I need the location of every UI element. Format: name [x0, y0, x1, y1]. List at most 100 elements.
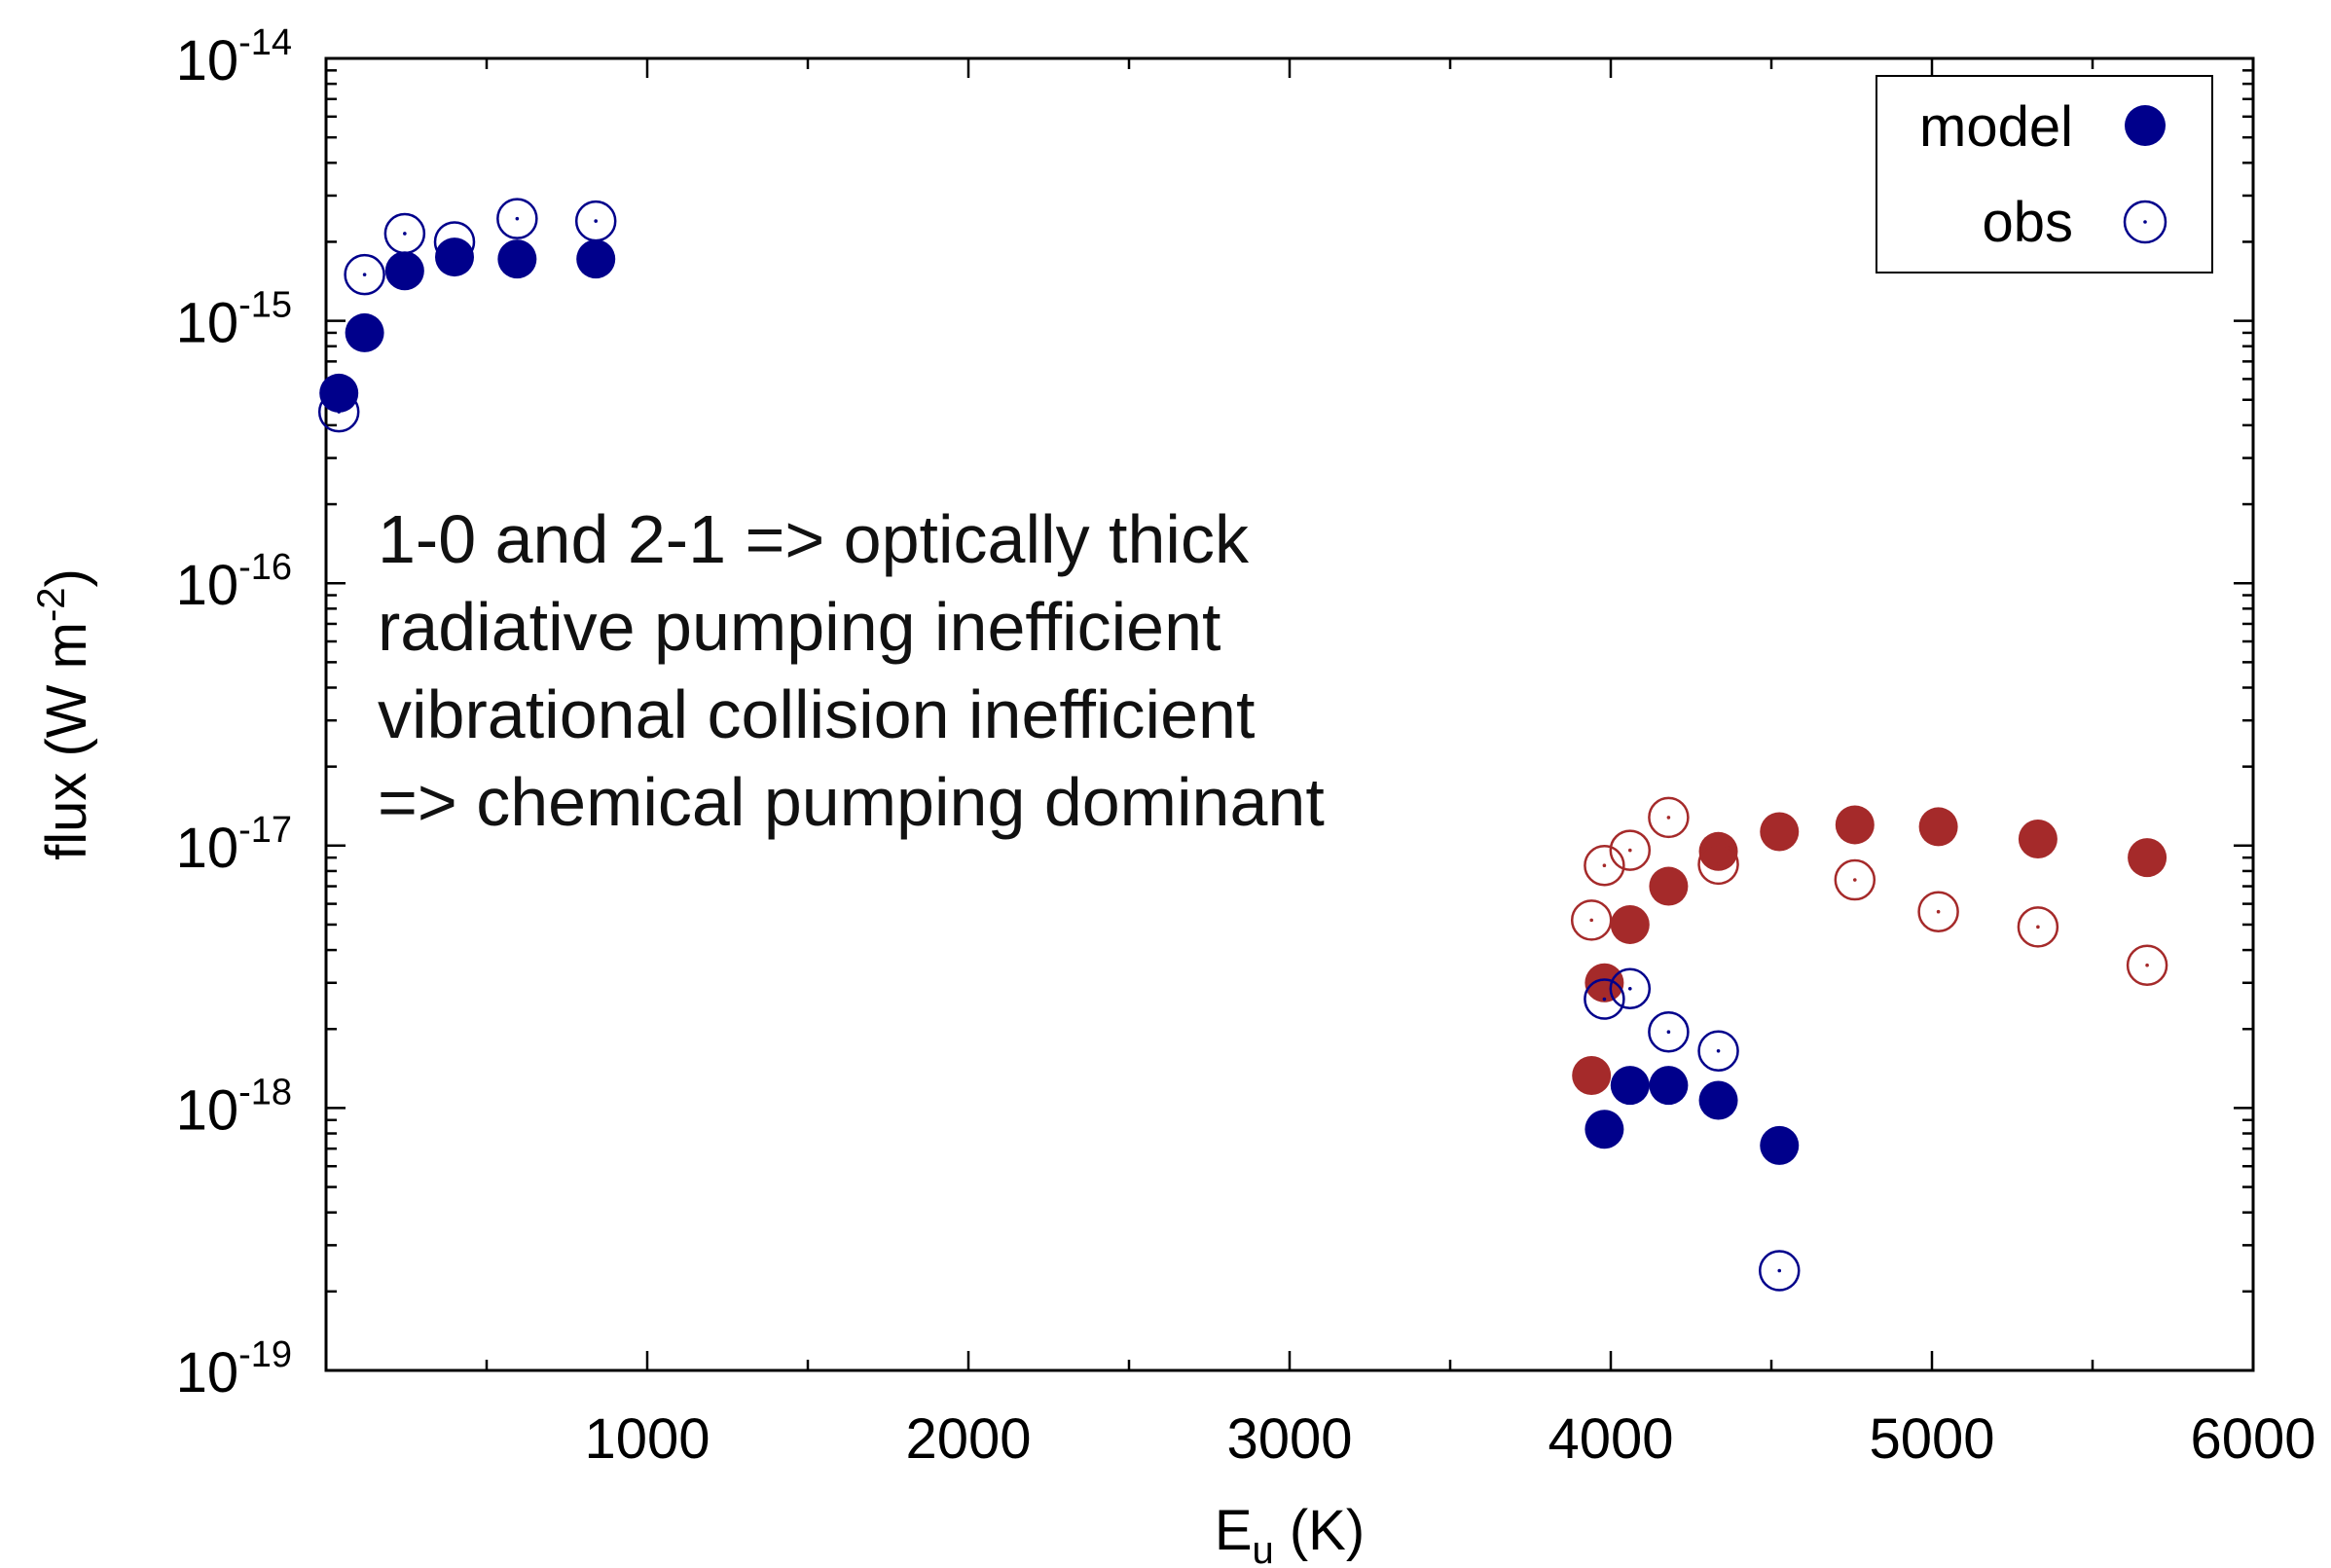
red-filled-point [2018, 819, 2058, 858]
red-open-point [1609, 829, 1652, 871]
model-filled-point [497, 239, 537, 279]
model-filled-point [345, 312, 384, 352]
x-axis-title: Eu (K) [1215, 1499, 1365, 1568]
y-tick-base: 10 [176, 292, 239, 355]
model-filled-point [576, 239, 616, 279]
red-open-point-dot [1666, 816, 1671, 820]
legend-marker-obs [2123, 200, 2167, 244]
y-tick-exponent: -19 [238, 1334, 292, 1375]
red-filled-point [1835, 805, 1875, 845]
obs-open-point [1697, 1030, 1739, 1073]
x-tick-label: 2000 [905, 1407, 1031, 1471]
x-tick-label: 1000 [584, 1407, 710, 1471]
annotation-line: 1-0 and 2-1 => optically thick [378, 501, 1250, 577]
x-tick-label: 4000 [1548, 1407, 1673, 1471]
red-open-point-dot [1628, 848, 1632, 853]
x-tick-label: 6000 [2190, 1407, 2315, 1471]
red-open-point [1570, 899, 1613, 941]
x-tick-label: 5000 [1869, 1407, 1994, 1471]
obs-open-point-dot [594, 219, 598, 223]
y-tick-label: 10-16 [176, 547, 292, 617]
obs-open-point [574, 200, 617, 242]
red-open-point-dot [2145, 963, 2149, 967]
y-tick-base: 10 [176, 817, 239, 880]
red-filled-point [1649, 866, 1689, 906]
y-tick-label: 10-17 [176, 810, 292, 880]
obs-open-point [1648, 1010, 1690, 1053]
y-tick-base: 10 [176, 1341, 239, 1404]
annotation-line: => chemical pumping dominant [378, 764, 1325, 840]
y-tick-exponent: -15 [238, 285, 292, 326]
y-tick-exponent: -17 [238, 810, 292, 851]
y-tick-label: 10-19 [176, 1334, 292, 1404]
obs-open-point-dot [515, 216, 520, 221]
y-tick-base: 10 [176, 29, 239, 92]
y-tick-exponent: -16 [238, 547, 292, 588]
obs-open-point [1584, 978, 1625, 1020]
model-filled-point [435, 237, 474, 277]
y-tick-label: 10-15 [176, 285, 292, 355]
obs-open-point-dot [1666, 1030, 1671, 1035]
legend-label-obs: obs [1982, 191, 2073, 254]
y-tick-exponent: -18 [238, 1072, 292, 1112]
red-filled-point [1918, 807, 1958, 847]
red-filled-point [1760, 812, 1800, 852]
obs-open-point-dot [1602, 997, 1607, 1002]
red-open-point-dot [1853, 878, 1857, 882]
red-filled-point [2128, 838, 2167, 878]
obs-open-point-dot [362, 273, 367, 276]
y-tick-base: 10 [176, 554, 239, 617]
y-tick-label: 10-18 [176, 1072, 292, 1142]
red-open-point-dot [2036, 925, 2040, 930]
red-filled-point [1572, 1056, 1612, 1096]
obs-open-point [1609, 967, 1652, 1010]
obs-open-point-dot [1777, 1268, 1782, 1273]
x-tick-label: 3000 [1226, 1407, 1352, 1471]
obs-open-point [1759, 1250, 1801, 1292]
red-open-point [1834, 858, 1876, 901]
legend-marker-obs-dot [2143, 220, 2147, 224]
red-open-point-dot [1602, 863, 1607, 868]
obs-open-point [383, 212, 426, 255]
red-open-point [1648, 796, 1690, 839]
model-filled-point [1649, 1066, 1689, 1106]
annotation-text: 1-0 and 2-1 => optically thick radiative… [378, 501, 1325, 840]
obs-open-point [496, 198, 538, 239]
obs-open-point-dot [337, 410, 342, 414]
red-open-point [2017, 906, 2059, 948]
obs-open-point [317, 390, 360, 433]
legend-label-model: model [1919, 95, 2073, 159]
y-axis-title: flux (W m-2) [30, 568, 98, 860]
model-filled-point [1610, 1066, 1650, 1106]
red-open-point-dot [1589, 918, 1593, 923]
model-filled-point [1760, 1125, 1800, 1165]
red-open-point [1584, 844, 1625, 887]
obs-open-point-dot [1628, 986, 1632, 991]
obs-open-point [344, 253, 385, 296]
red-open-point [1697, 843, 1739, 886]
model-filled-point [1698, 1080, 1738, 1120]
legend-marker-model [2125, 105, 2166, 146]
red-open-point [2126, 944, 2168, 986]
legend: model obs [1876, 75, 2213, 273]
y-tick-base: 10 [176, 1078, 239, 1142]
red-open-point-dot [1936, 909, 1941, 914]
red-open-point-dot [1716, 862, 1721, 866]
obs-open-point-dot [403, 232, 407, 236]
data-points [317, 198, 2168, 1292]
x-tick-labels: 1000 2000 3000 4000 5000 6000 [584, 1407, 2315, 1471]
annotation-line: radiative pumping inefficient [378, 589, 1220, 665]
annotation-line: vibrational collision inefficient [378, 676, 1255, 752]
y-tick-label: 10-14 [176, 22, 292, 92]
obs-open-point [433, 221, 476, 263]
y-tick-exponent: -14 [238, 22, 292, 63]
obs-open-point-dot [1716, 1048, 1721, 1053]
red-filled-point [1584, 963, 1624, 1003]
red-filled-point [1610, 904, 1650, 944]
model-filled-point [1584, 1110, 1624, 1149]
red-open-point [1917, 891, 1959, 932]
plot-frame [324, 56, 2255, 1372]
obs-open-point-dot [453, 239, 456, 244]
